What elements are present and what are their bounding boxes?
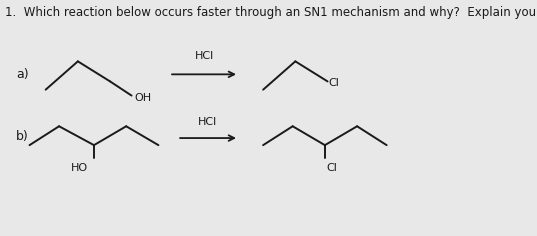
Text: HCl: HCl [198, 118, 217, 127]
Text: a): a) [16, 68, 29, 81]
Text: Cl: Cl [329, 78, 339, 88]
Text: HO: HO [71, 163, 88, 173]
Text: Cl: Cl [326, 163, 337, 173]
Text: 1.  Which reaction below occurs faster through an SN1 mechanism and why?  Explai: 1. Which reaction below occurs faster th… [5, 6, 537, 19]
Text: b): b) [16, 130, 29, 143]
Text: OH: OH [134, 93, 151, 103]
Text: HCl: HCl [194, 51, 214, 61]
